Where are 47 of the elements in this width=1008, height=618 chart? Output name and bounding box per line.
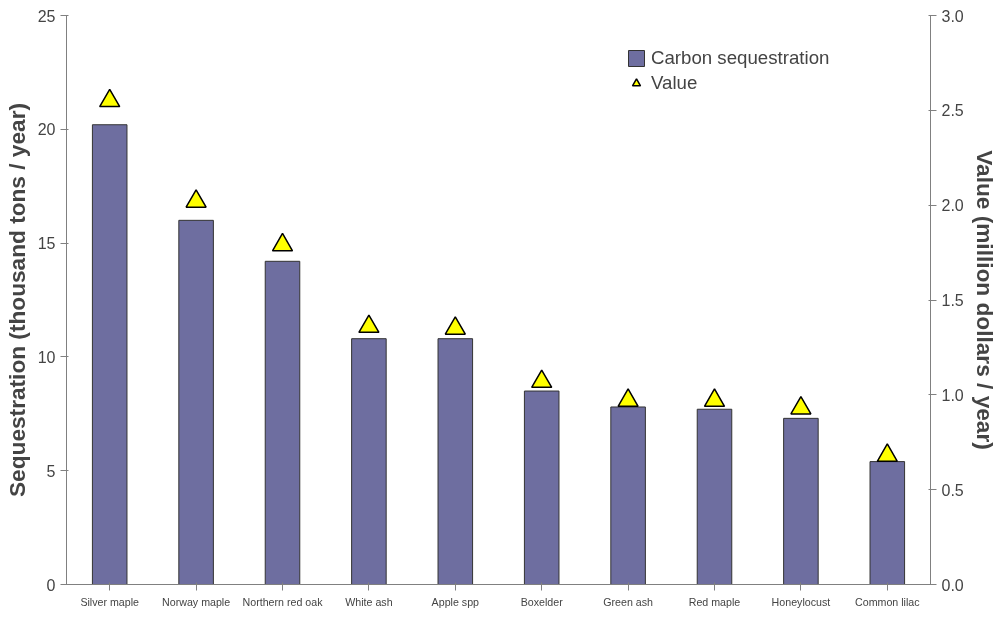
point [271,232,294,252]
bar [869,461,906,585]
x-tick-label: Boxelder [520,595,564,608]
bar [178,219,214,585]
bar [264,260,301,585]
y-tick-label: 10 [37,348,56,366]
bar [351,338,387,585]
x-tick-label: Norway maple [162,595,231,608]
point [185,189,207,208]
y2-tick-label: 2.0 [941,197,964,215]
y2-tick-label: 3.0 [941,7,964,25]
y-tick-label: 20 [37,121,56,139]
x-tick-label: White ash [345,595,393,608]
point [530,369,553,389]
y-tick-label: 25 [37,7,56,25]
point [790,395,812,415]
y2-axis-title: Value (million dollars / year) [971,150,998,450]
y2-tick-label: 1.0 [941,386,964,404]
y-axis-title: Sequestration (thousand tons / year) [3,102,30,498]
point [358,314,380,334]
x-tick-label: Green ash [603,595,654,608]
point [98,88,121,108]
x-tick-label: Apple spp [431,595,480,608]
y2-tick-label: 0.5 [941,481,964,499]
y2-tick-label: 2.5 [941,102,964,120]
y-tick-label: 15 [37,235,56,253]
y2-tick-label: 1.5 [941,292,964,309]
bar [523,390,560,585]
legend-label: Value [651,72,698,94]
point [444,316,467,335]
x-tick-label: Red maple [688,595,741,608]
bar [696,408,733,585]
bar [437,338,474,585]
point [617,388,639,408]
point [876,443,899,463]
y2-tick-label: 0.0 [941,576,964,594]
x-tick-label: Northern red oak [242,595,324,608]
y-tick-label: 0 [46,576,56,594]
legend-label: Carbon sequestration [651,47,830,69]
x-tick-label: Silver maple [80,595,140,608]
bar [91,124,128,585]
point [703,388,726,408]
bar [783,417,819,585]
x-tick-label: Honeylocust [771,595,831,608]
y-tick-label: 5 [46,462,56,480]
x-tick-label: Common lilac [855,595,921,608]
bar [610,406,646,585]
